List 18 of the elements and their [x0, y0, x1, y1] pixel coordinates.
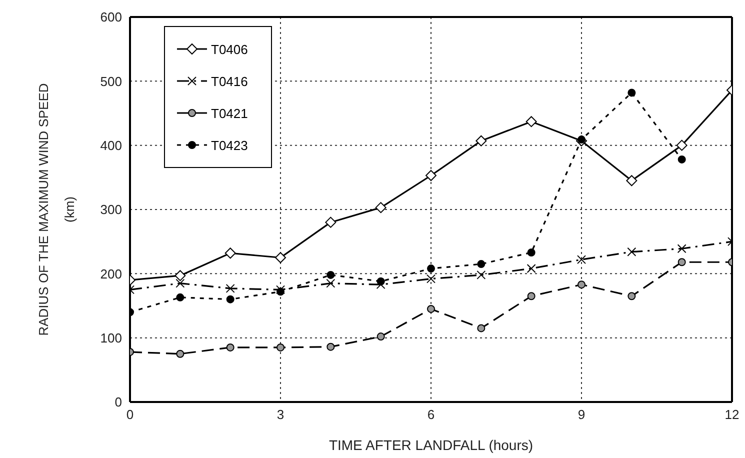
legend-label: T0421 — [211, 106, 248, 120]
x-tick-label: 0 — [126, 407, 134, 422]
y-tick-label: 200 — [100, 266, 122, 282]
y-axis-title: RADIUS OF THE MAXIMUM WIND SPEED (km) — [36, 83, 77, 336]
x-tick-label: 9 — [578, 407, 586, 422]
legend-label: T0423 — [211, 138, 248, 152]
legend-label: T0406 — [211, 42, 248, 56]
y-tick-label: 300 — [100, 202, 122, 218]
x-tick-label: 3 — [276, 407, 284, 422]
y-tick-label: 500 — [100, 74, 122, 89]
y-tick-label: 400 — [100, 138, 122, 153]
x-tick-label: 6 — [427, 407, 435, 422]
x-tick-label: 12 — [724, 407, 740, 422]
y-tick-label: 600 — [100, 10, 122, 25]
y-tick-label: 100 — [100, 330, 122, 346]
legend-label: T0416 — [211, 74, 248, 88]
x-axis-title: TIME AFTER LANDFALL (hours) — [328, 437, 534, 453]
y-tick-label: 0 — [114, 394, 122, 410]
